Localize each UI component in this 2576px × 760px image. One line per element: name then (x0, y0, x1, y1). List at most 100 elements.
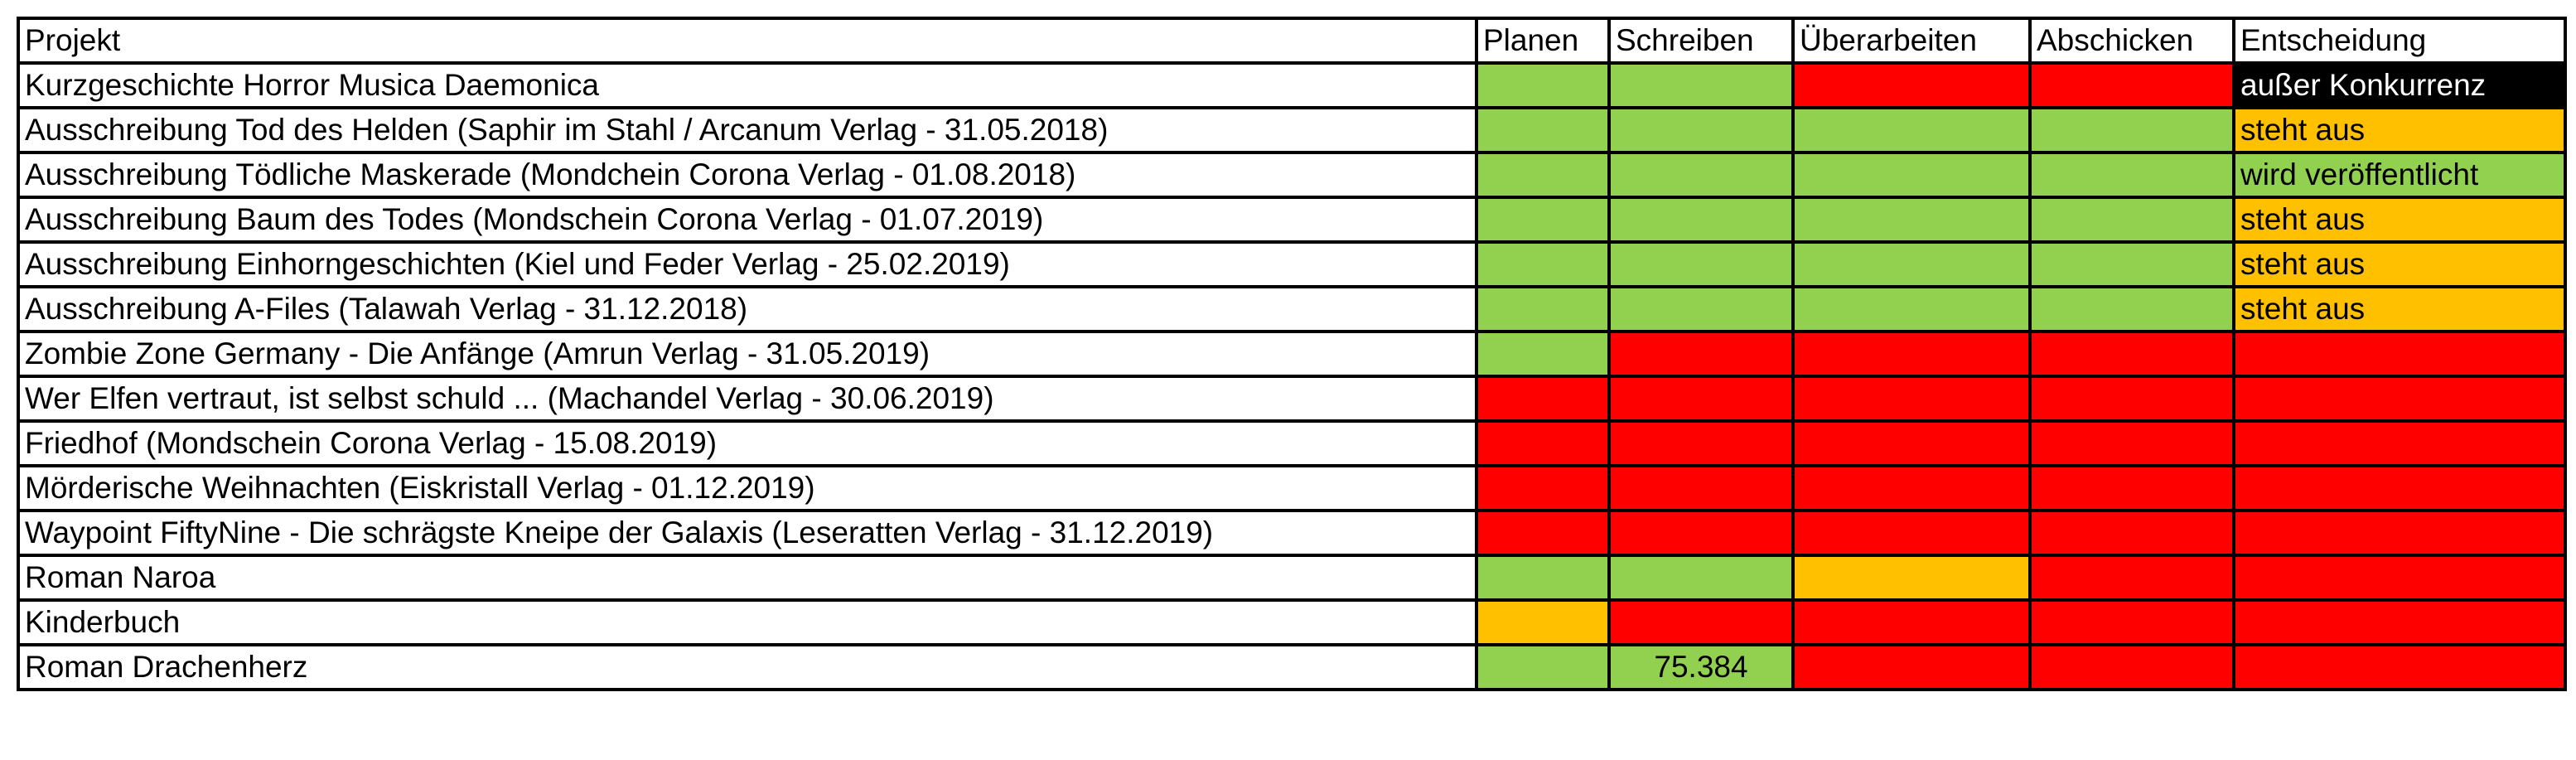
project-cell[interactable]: Ausschreibung Einhorngeschichten (Kiel u… (17, 240, 1478, 288)
schreiben-status-cell[interactable] (1607, 554, 1795, 602)
abschicken-status-cell[interactable] (2028, 375, 2235, 423)
ueberarbeiten-status-cell[interactable] (1791, 643, 2032, 691)
project-cell[interactable]: Roman Naroa (17, 554, 1478, 602)
abschicken-status-cell[interactable] (2028, 643, 2235, 691)
planen-status-cell[interactable] (1475, 375, 1611, 423)
abschicken-status-cell[interactable] (2028, 61, 2235, 109)
header-planen[interactable]: Planen (1475, 17, 1611, 65)
entscheidung-status-cell[interactable] (2232, 375, 2567, 423)
project-cell[interactable]: Wer Elfen vertraut, ist selbst schuld ..… (17, 375, 1478, 423)
schreiben-status-cell[interactable] (1607, 240, 1795, 288)
table-row: Mörderische Weihnachten (Eiskristall Ver… (17, 464, 2567, 512)
schreiben-status-cell[interactable] (1607, 151, 1795, 199)
header-projekt[interactable]: Projekt (17, 17, 1478, 65)
project-cell[interactable]: Ausschreibung Baum des Todes (Mondschein… (17, 196, 1478, 244)
header-abschicken[interactable]: Abschicken (2028, 17, 2235, 65)
table-row: Ausschreibung Tod des Helden (Saphir im … (17, 106, 2567, 154)
abschicken-status-cell[interactable] (2028, 598, 2235, 646)
table-row: Kurzgeschichte Horror Musica Daemonica au… (17, 61, 2567, 109)
entscheidung-status-cell[interactable] (2232, 330, 2567, 378)
planen-status-cell[interactable] (1475, 106, 1611, 154)
project-cell[interactable]: Kinderbuch (17, 598, 1478, 646)
ueberarbeiten-status-cell[interactable] (1791, 598, 2032, 646)
ueberarbeiten-status-cell[interactable] (1791, 61, 2032, 109)
planen-status-cell[interactable] (1475, 151, 1611, 199)
header-schreiben[interactable]: Schreiben (1607, 17, 1795, 65)
abschicken-status-cell[interactable] (2028, 196, 2235, 244)
planen-status-cell[interactable] (1475, 419, 1611, 467)
ueberarbeiten-status-cell[interactable] (1791, 330, 2032, 378)
project-cell[interactable]: Ausschreibung Tödliche Maskerade (Mondch… (17, 151, 1478, 199)
planen-status-cell[interactable] (1475, 509, 1611, 557)
schreiben-status-cell[interactable] (1607, 106, 1795, 154)
project-cell[interactable]: Zombie Zone Germany - Die Anfänge (Amrun… (17, 330, 1478, 378)
planen-status-cell[interactable] (1475, 598, 1611, 646)
table-row: Ausschreibung A-Files (Talawah Verlag - … (17, 285, 2567, 333)
abschicken-status-cell[interactable] (2028, 509, 2235, 557)
schreiben-status-cell[interactable] (1607, 419, 1795, 467)
entscheidung-status-cell[interactable]: steht aus (2232, 106, 2567, 154)
planen-status-cell[interactable] (1475, 196, 1611, 244)
table-row: Ausschreibung Baum des Todes (Mondschein… (17, 196, 2567, 244)
ueberarbeiten-status-cell[interactable] (1791, 509, 2032, 557)
header-entscheidung[interactable]: Entscheidung (2232, 17, 2567, 65)
project-cell[interactable]: Waypoint FiftyNine - Die schrägste Kneip… (17, 509, 1478, 557)
ueberarbeiten-status-cell[interactable] (1791, 464, 2032, 512)
entscheidung-status-cell[interactable] (2232, 643, 2567, 691)
project-cell[interactable]: Friedhof (Mondschein Corona Verlag - 15.… (17, 419, 1478, 467)
ueberarbeiten-status-cell[interactable] (1791, 151, 2032, 199)
header-ueberarbeiten[interactable]: Überarbeiten (1791, 17, 2032, 65)
table-row: Friedhof (Mondschein Corona Verlag - 15.… (17, 419, 2567, 467)
entscheidung-status-cell[interactable]: steht aus (2232, 196, 2567, 244)
ueberarbeiten-status-cell[interactable] (1791, 554, 2032, 602)
abschicken-status-cell[interactable] (2028, 554, 2235, 602)
planen-status-cell[interactable] (1475, 240, 1611, 288)
ueberarbeiten-status-cell[interactable] (1791, 419, 2032, 467)
abschicken-status-cell[interactable] (2028, 419, 2235, 467)
abschicken-status-cell[interactable] (2028, 464, 2235, 512)
ueberarbeiten-status-cell[interactable] (1791, 196, 2032, 244)
ueberarbeiten-status-cell[interactable] (1791, 106, 2032, 154)
project-cell[interactable]: Ausschreibung Tod des Helden (Saphir im … (17, 106, 1478, 154)
planen-status-cell[interactable] (1475, 464, 1611, 512)
entscheidung-status-cell[interactable] (2232, 419, 2567, 467)
entscheidung-status-cell[interactable]: steht aus (2232, 285, 2567, 333)
entscheidung-status-cell[interactable] (2232, 598, 2567, 646)
project-cell[interactable]: Mörderische Weihnachten (Eiskristall Ver… (17, 464, 1478, 512)
ueberarbeiten-status-cell[interactable] (1791, 285, 2032, 333)
abschicken-status-cell[interactable] (2028, 106, 2235, 154)
entscheidung-status-cell[interactable]: wird veröffentlicht (2232, 151, 2567, 199)
planen-status-cell[interactable] (1475, 643, 1611, 691)
project-cell[interactable]: Ausschreibung A-Files (Talawah Verlag - … (17, 285, 1478, 333)
schreiben-status-cell[interactable] (1607, 61, 1795, 109)
planen-status-cell[interactable] (1475, 285, 1611, 333)
ueberarbeiten-status-cell[interactable] (1791, 240, 2032, 288)
schreiben-status-cell[interactable] (1607, 285, 1795, 333)
project-cell[interactable]: Roman Drachenherz (17, 643, 1478, 691)
schreiben-status-cell[interactable] (1607, 330, 1795, 378)
abschicken-status-cell[interactable] (2028, 285, 2235, 333)
entscheidung-status-cell[interactable] (2232, 554, 2567, 602)
project-status-table: Projekt Planen Schreiben Überarbeiten Ab… (17, 17, 2567, 691)
ueberarbeiten-status-cell[interactable] (1791, 375, 2032, 423)
schreiben-status-cell[interactable] (1607, 598, 1795, 646)
schreiben-status-cell[interactable] (1607, 464, 1795, 512)
project-cell[interactable]: Kurzgeschichte Horror Musica Daemonica (17, 61, 1478, 109)
planen-status-cell[interactable] (1475, 61, 1611, 109)
entscheidung-status-cell[interactable]: steht aus (2232, 240, 2567, 288)
abschicken-status-cell[interactable] (2028, 240, 2235, 288)
table-row: Ausschreibung Einhorngeschichten (Kiel u… (17, 240, 2567, 288)
abschicken-status-cell[interactable] (2028, 151, 2235, 199)
entscheidung-status-cell[interactable] (2232, 464, 2567, 512)
abschicken-status-cell[interactable] (2028, 330, 2235, 378)
schreiben-status-cell[interactable] (1607, 509, 1795, 557)
schreiben-status-cell[interactable] (1607, 375, 1795, 423)
planen-status-cell[interactable] (1475, 554, 1611, 602)
table-row: Waypoint FiftyNine - Die schrägste Kneip… (17, 509, 2567, 557)
entscheidung-status-cell[interactable]: außer Konkurrenz (2232, 61, 2567, 109)
schreiben-status-cell[interactable] (1607, 196, 1795, 244)
planen-status-cell[interactable] (1475, 330, 1611, 378)
table-row: Wer Elfen vertraut, ist selbst schuld ..… (17, 375, 2567, 423)
entscheidung-status-cell[interactable] (2232, 509, 2567, 557)
schreiben-status-cell[interactable]: 75.384 (1607, 643, 1795, 691)
